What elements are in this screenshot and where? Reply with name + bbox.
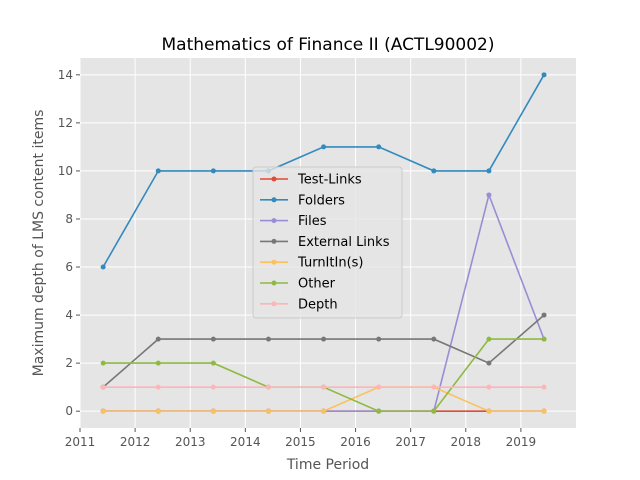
data-point-files: [486, 192, 492, 198]
y-tick-label: 12: [58, 116, 73, 130]
legend-label: Test-Links: [297, 173, 362, 188]
data-point-folders: [486, 168, 492, 174]
legend-label: Folders: [298, 193, 345, 208]
y-tick-label: 8: [65, 212, 73, 226]
data-point-external-links: [265, 336, 271, 342]
data-point-depth: [100, 384, 106, 390]
legend-label: External Links: [298, 235, 390, 250]
data-point-external-links: [321, 336, 327, 342]
data-point-depth: [265, 384, 271, 390]
x-tick-label: 2015: [285, 435, 316, 449]
data-point-external-links: [541, 312, 547, 318]
data-point-folders: [376, 144, 382, 150]
data-point-depth: [155, 384, 161, 390]
data-point-external-links: [210, 336, 216, 342]
data-point-folders: [431, 168, 437, 174]
data-point-depth: [321, 384, 327, 390]
y-tick-label: 4: [65, 308, 73, 322]
legend-label: Files: [298, 214, 327, 229]
data-point-folders: [321, 144, 327, 150]
chart-title: Mathematics of Finance II (ACTL90002): [161, 35, 494, 55]
legend: Test-Links Folders Files External Links Turn…: [252, 166, 403, 319]
y-tick-label: 6: [65, 260, 73, 274]
data-point-external-links: [486, 360, 492, 366]
data-point-external-links: [431, 336, 437, 342]
data-point-other: [486, 336, 492, 342]
data-point-turnitin-s: [486, 408, 492, 414]
y-tick-label: 14: [58, 68, 73, 82]
data-point-turnitin-s: [210, 408, 216, 414]
data-point-depth: [376, 384, 382, 390]
data-point-depth: [431, 384, 437, 390]
data-point-depth: [486, 384, 492, 390]
y-tick-label: 0: [65, 404, 73, 418]
data-point-other: [541, 336, 547, 342]
legend-label: Depth: [298, 297, 338, 312]
data-point-turnitin-s: [155, 408, 161, 414]
data-point-other: [376, 408, 382, 414]
x-tick-label: 2016: [340, 435, 371, 449]
y-tick-label: 10: [58, 164, 73, 178]
y-tick-label: 2: [65, 356, 73, 370]
data-point-turnitin-s: [100, 408, 106, 414]
legend-label: Other: [298, 277, 336, 292]
data-point-folders: [100, 264, 106, 270]
legend-marker: [271, 218, 277, 224]
y-axis-ticks: 0 2 4 6 8 10 12 14: [58, 68, 80, 418]
legend-marker: [271, 176, 277, 182]
x-tick-label: 2013: [175, 435, 206, 449]
data-point-depth: [541, 384, 547, 390]
x-tick-label: 2011: [65, 435, 96, 449]
legend-marker: [271, 259, 277, 265]
data-point-other: [431, 408, 437, 414]
x-tick-label: 2014: [230, 435, 261, 449]
data-point-turnitin-s: [541, 408, 547, 414]
x-tick-label: 2018: [451, 435, 482, 449]
legend-marker: [271, 197, 277, 203]
legend-marker: [271, 280, 277, 286]
data-point-other: [210, 360, 216, 366]
data-point-turnitin-s: [265, 408, 271, 414]
legend-box: [252, 166, 403, 319]
data-point-folders: [155, 168, 161, 174]
data-point-folders: [210, 168, 216, 174]
x-tick-label: 2012: [120, 435, 151, 449]
series-depth: [100, 384, 547, 390]
data-point-other: [155, 360, 161, 366]
data-point-folders: [541, 72, 547, 78]
legend-label: TurnItIn(s): [297, 256, 363, 271]
series-folders: [100, 72, 547, 270]
data-point-external-links: [155, 336, 161, 342]
x-axis-label: Time Period: [286, 457, 369, 473]
x-axis-ticks: 2011 2012 2013 2014 2015 2016 2017 2018 2019: [65, 428, 536, 449]
y-axis-label: Maximum depth of LMS content items: [31, 110, 47, 377]
data-point-depth: [210, 384, 216, 390]
x-tick-label: 2017: [395, 435, 426, 449]
data-point-external-links: [376, 336, 382, 342]
x-tick-label: 2019: [506, 435, 537, 449]
series-lines: [100, 72, 547, 414]
data-point-other: [100, 360, 106, 366]
data-point-turnitin-s: [321, 408, 327, 414]
legend-marker: [271, 238, 277, 244]
legend-marker: [271, 301, 277, 307]
